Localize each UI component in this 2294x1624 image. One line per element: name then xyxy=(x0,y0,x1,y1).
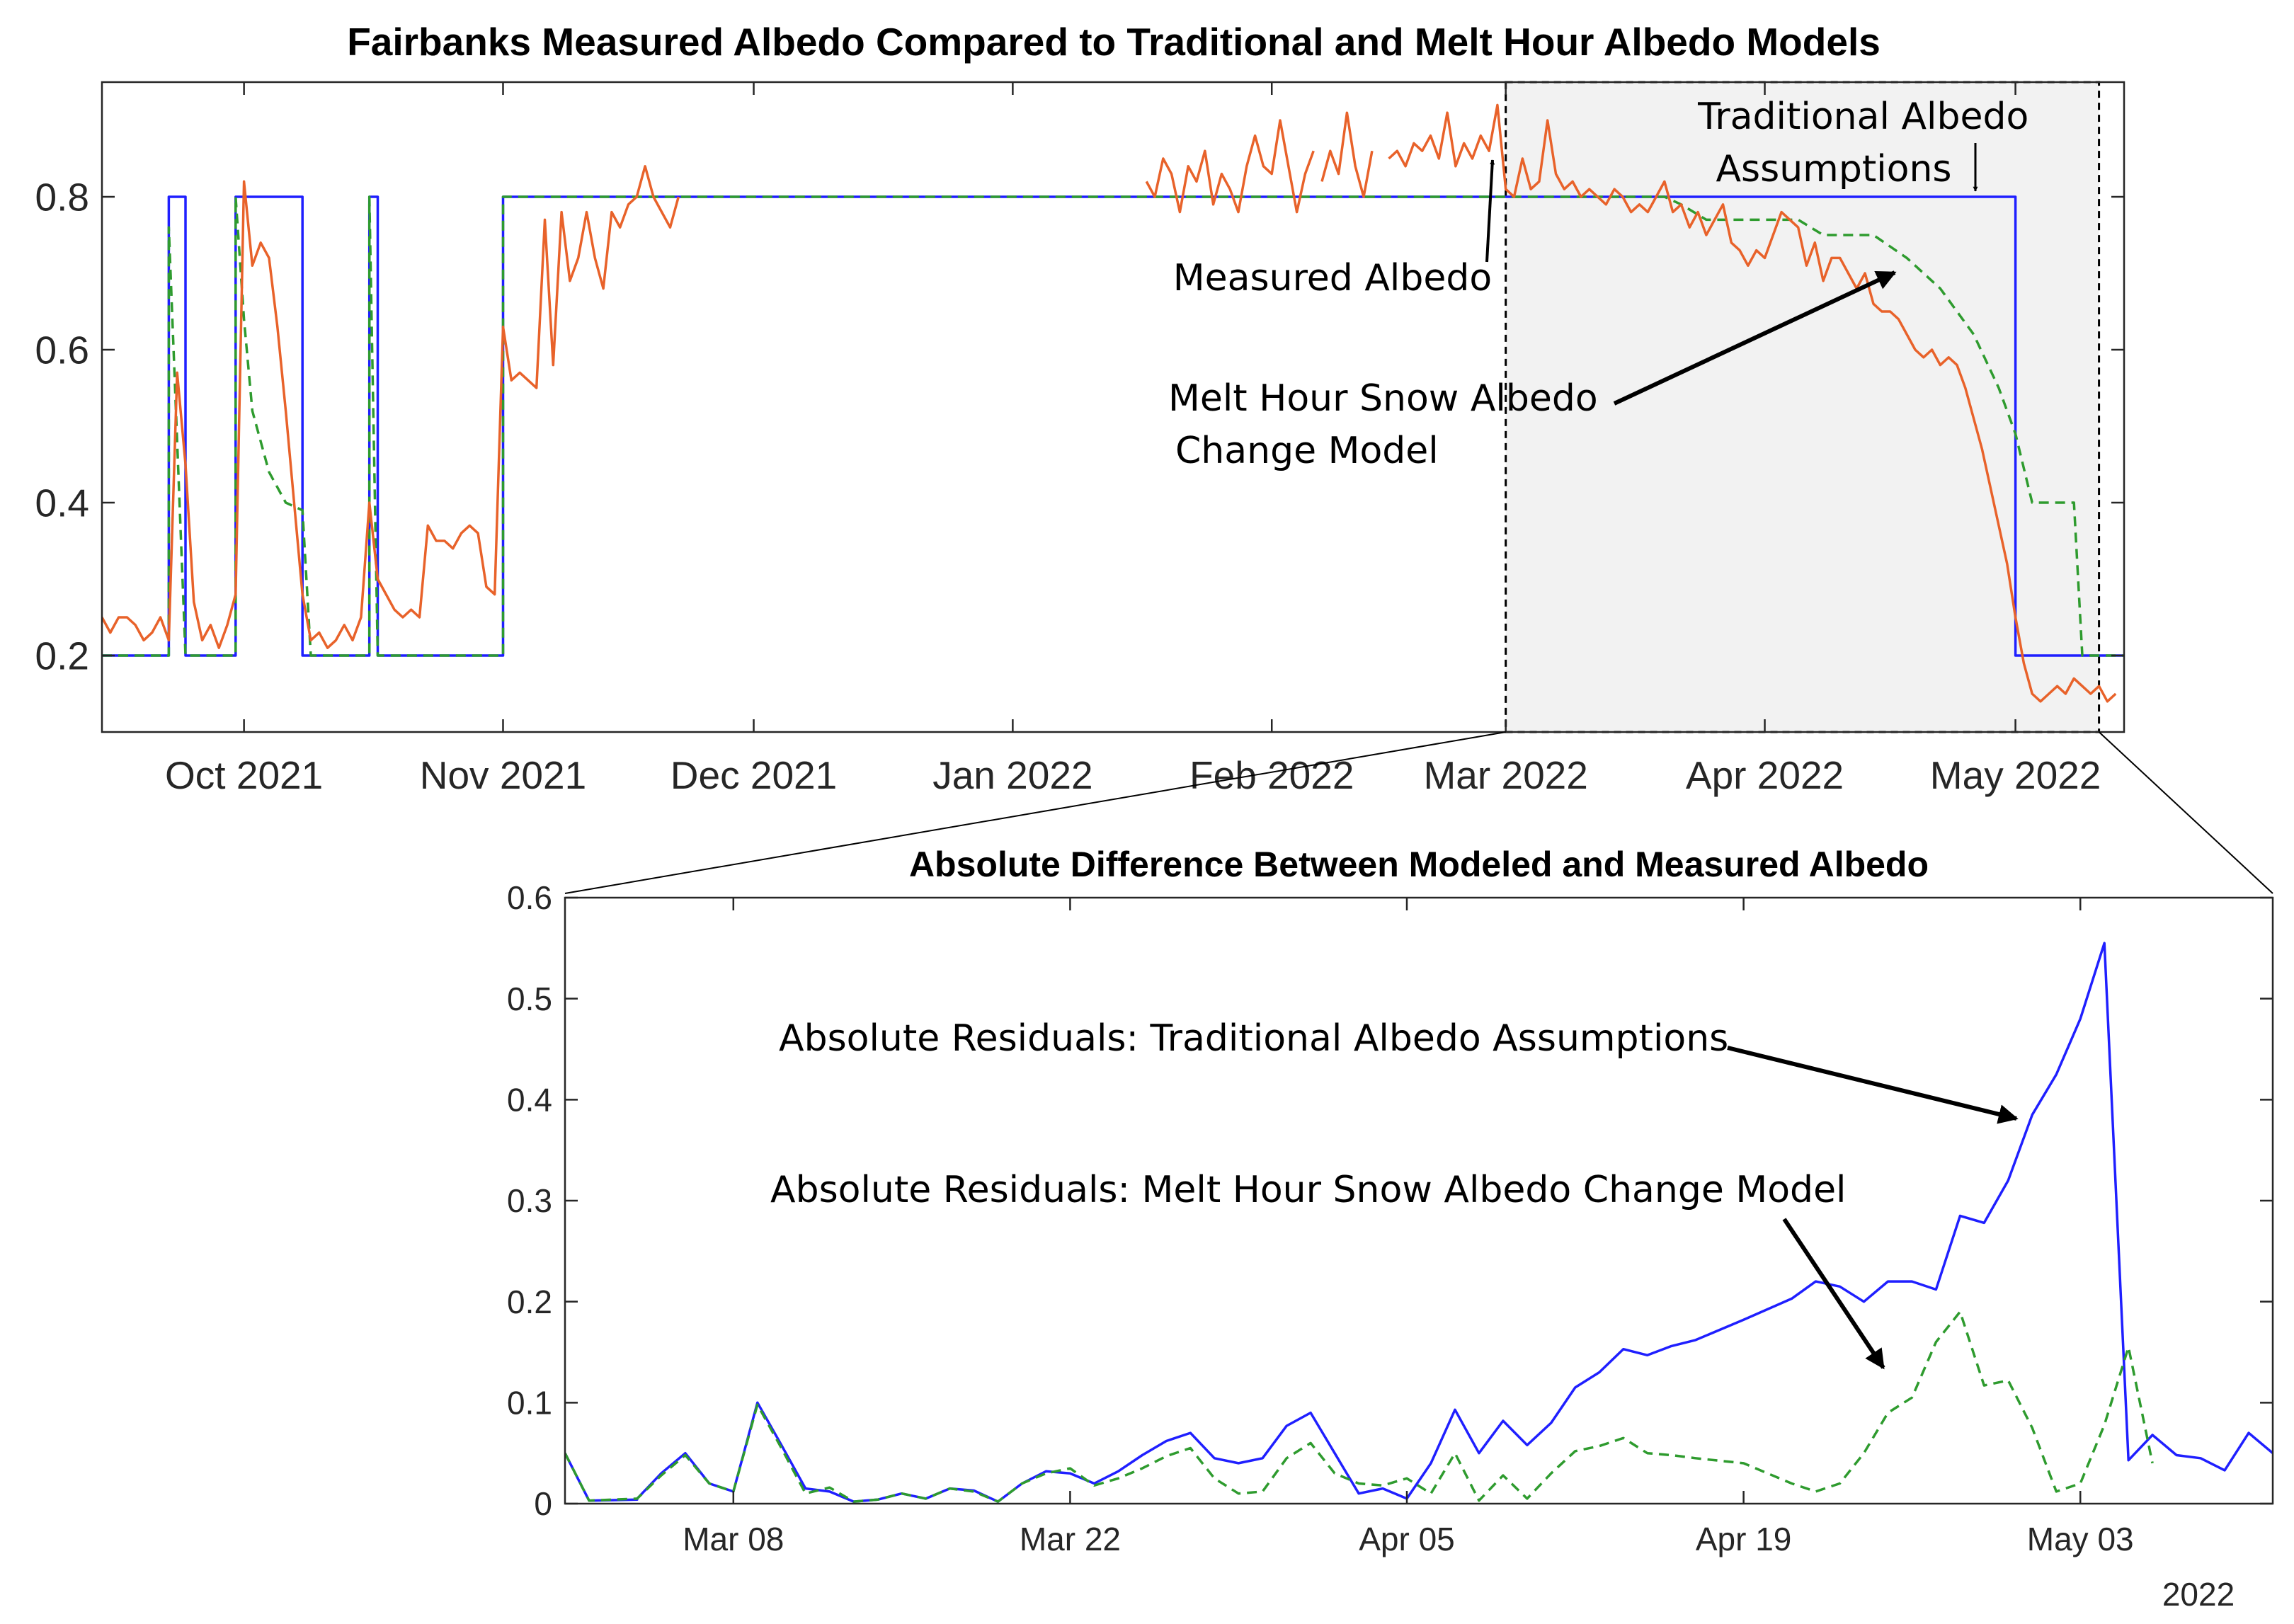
top-x-tick-label: Nov 2021 xyxy=(420,753,586,797)
top-axes-box xyxy=(101,81,2125,733)
bottom-axes-background xyxy=(565,898,2273,1504)
bottom-melt-line xyxy=(565,1310,2154,1503)
top-measured-line-2 xyxy=(1145,119,1315,214)
melt-residuals-arrow xyxy=(1782,1218,1885,1370)
bottom-traditional-line xyxy=(565,942,2273,1503)
traditional-albedo-label: Traditional Albedo Assumptions xyxy=(1697,96,2041,190)
top-x-tick-label: May 2022 xyxy=(1930,753,2101,797)
top-x-tick-label: Feb 2022 xyxy=(1189,753,1354,797)
bottom-chart: Absolute Difference Between Modeled and … xyxy=(507,845,2274,1613)
top-x-tick-label: Mar 2022 xyxy=(1423,753,1587,797)
top-x-tick-label: Dec 2021 xyxy=(670,753,837,797)
top-chart: Fairbanks Measured Albedo Compared to Tr… xyxy=(35,20,2125,797)
bottom-y-tick-label: 0.6 xyxy=(507,879,552,916)
bottom-x-tick-label: Apr 19 xyxy=(1696,1521,1792,1557)
melt-model-label: Melt Hour Snow Albedo Change Model xyxy=(1168,377,1609,472)
zoom-connector-left xyxy=(564,731,1506,894)
melt-residuals-label: Absolute Residuals: Melt Hour Snow Albed… xyxy=(770,1169,1847,1211)
top-melt-line xyxy=(102,195,2124,657)
top-y-tick-label: 0.8 xyxy=(35,175,89,219)
top-y-tick-label: 0.4 xyxy=(35,481,89,525)
top-measured-line-3 xyxy=(1320,111,1374,198)
top-y-tick-label: 0.6 xyxy=(35,328,89,372)
top-measured-line-1 xyxy=(102,165,680,649)
bottom-x-tick-label: May 03 xyxy=(2027,1521,2134,1557)
bottom-x-tick-label: Mar 22 xyxy=(1020,1521,1121,1557)
bottom-year-label: 2022 xyxy=(2162,1576,2235,1613)
traditional-residuals-arrow xyxy=(1727,1046,2019,1124)
zoom-region xyxy=(1505,81,2101,733)
bottom-x-tick-label: Mar 08 xyxy=(683,1521,784,1557)
bottom-y-tick-label: 0 xyxy=(534,1485,552,1522)
bottom-chart-title: Absolute Difference Between Modeled and … xyxy=(909,845,1929,884)
top-x-tick-label: Oct 2021 xyxy=(165,753,323,797)
bottom-y-tick-label: 0.4 xyxy=(507,1081,552,1118)
top-x-tick-label: Jan 2022 xyxy=(932,753,1092,797)
bottom-x-tick-label: Apr 05 xyxy=(1359,1521,1455,1557)
bottom-y-tick-label: 0.3 xyxy=(507,1182,552,1219)
top-y-tick-label: 0.2 xyxy=(35,634,89,677)
top-chart-title: Fairbanks Measured Albedo Compared to Tr… xyxy=(347,20,1881,64)
top-measured-line-4 xyxy=(1388,103,2117,703)
measured-albedo-label: Measured Albedo xyxy=(1173,257,1492,299)
melt-model-arrow xyxy=(1613,270,1897,406)
bottom-y-tick-label: 0.2 xyxy=(507,1283,552,1320)
bottom-y-tick-label: 0.5 xyxy=(507,980,552,1017)
measured-albedo-arrow xyxy=(1485,159,1495,263)
zoom-connector-right xyxy=(2098,731,2273,894)
top-x-tick-label: Apr 2022 xyxy=(1686,753,1844,797)
traditional-residuals-label: Absolute Residuals: Traditional Albedo A… xyxy=(779,1017,1728,1060)
bottom-y-tick-label: 0.1 xyxy=(507,1384,552,1421)
